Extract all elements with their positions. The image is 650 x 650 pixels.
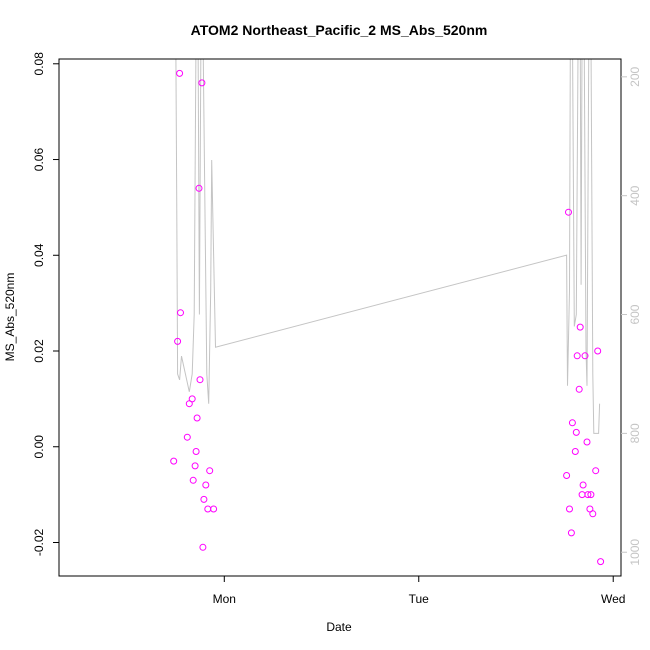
y2-tick-label: 1000 bbox=[628, 539, 642, 566]
data-point bbox=[594, 347, 602, 355]
y-tick-label: 0.00 bbox=[32, 435, 46, 459]
data-point bbox=[581, 352, 589, 360]
data-point bbox=[576, 323, 584, 331]
data-point bbox=[170, 457, 178, 465]
data-point bbox=[183, 433, 191, 441]
data-point bbox=[202, 481, 210, 489]
data-point bbox=[568, 419, 576, 427]
data-point bbox=[174, 337, 182, 345]
data-point bbox=[188, 395, 196, 403]
x-axis-label: Date bbox=[326, 620, 352, 634]
data-point bbox=[567, 529, 575, 537]
data-point bbox=[579, 481, 587, 489]
depth-line bbox=[175, 59, 601, 434]
axes-layer: -0.02 0.00 0.02 0.04 0.06 0.08 200 400 600 800 100… bbox=[32, 52, 642, 606]
data-point bbox=[204, 505, 212, 513]
data-point bbox=[189, 476, 197, 484]
points-layer bbox=[170, 69, 605, 566]
data-point bbox=[587, 491, 595, 499]
data-point bbox=[196, 376, 204, 384]
data-point bbox=[177, 309, 184, 317]
x-tick-label: Mon bbox=[213, 592, 236, 606]
data-point bbox=[571, 448, 579, 455]
data-point bbox=[597, 558, 605, 566]
data-point bbox=[191, 462, 199, 470]
depth-line-layer bbox=[175, 59, 601, 434]
data-point bbox=[583, 438, 591, 446]
data-point bbox=[193, 414, 201, 422]
plot-frame bbox=[58, 58, 622, 577]
y-tick-label: 0.08 bbox=[32, 52, 46, 76]
data-point bbox=[589, 510, 597, 518]
data-point bbox=[578, 491, 586, 499]
data-point bbox=[572, 428, 580, 436]
y-tick-label: 0.04 bbox=[32, 243, 46, 267]
data-point bbox=[199, 543, 207, 551]
x-tick-label: Tue bbox=[409, 592, 430, 606]
y-tick-label: 0.02 bbox=[32, 339, 46, 363]
y2-tick-label: 400 bbox=[628, 185, 642, 205]
y2-tick-label: 600 bbox=[628, 304, 642, 324]
chart-title: ATOM2 Northeast_Pacific_2 MS_Abs_520nm bbox=[191, 22, 488, 38]
data-point bbox=[176, 69, 184, 77]
y2-tick-label: 200 bbox=[628, 66, 642, 86]
data-point bbox=[565, 208, 572, 216]
data-point bbox=[200, 495, 208, 503]
data-point bbox=[584, 491, 592, 499]
data-point bbox=[210, 505, 218, 513]
data-point bbox=[563, 472, 571, 479]
data-point bbox=[195, 184, 203, 192]
data-point bbox=[575, 385, 583, 393]
data-point bbox=[192, 448, 200, 455]
data-point bbox=[592, 467, 600, 475]
data-point bbox=[206, 467, 214, 475]
y-axis-label: MS_Abs_520nm bbox=[3, 273, 17, 362]
y-tick-label: -0.02 bbox=[32, 528, 46, 556]
data-point bbox=[198, 79, 206, 87]
data-point bbox=[573, 352, 581, 360]
x-tick-label: Wed bbox=[601, 592, 625, 606]
y2-tick-label: 800 bbox=[628, 423, 642, 443]
y-tick-label: 0.06 bbox=[32, 148, 46, 172]
data-point bbox=[566, 505, 573, 513]
